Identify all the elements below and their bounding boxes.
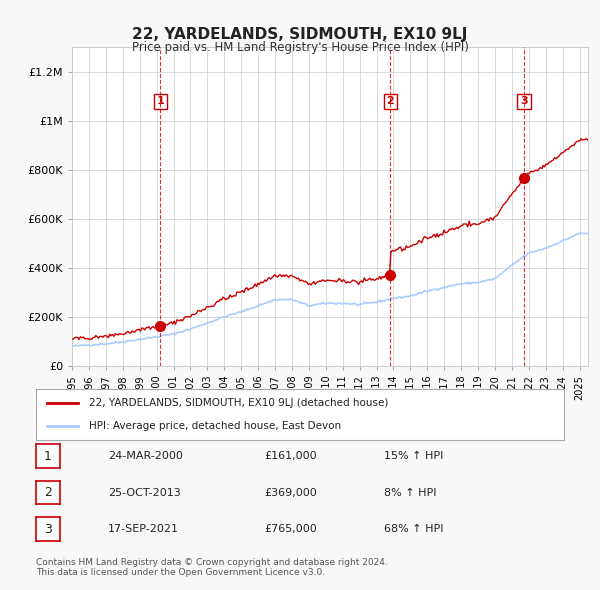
Text: 22, YARDELANDS, SIDMOUTH, EX10 9LJ (detached house): 22, YARDELANDS, SIDMOUTH, EX10 9LJ (deta…	[89, 398, 388, 408]
Text: 1: 1	[157, 96, 164, 106]
Text: 8% ↑ HPI: 8% ↑ HPI	[384, 488, 437, 497]
Text: 1: 1	[44, 450, 52, 463]
Text: 68% ↑ HPI: 68% ↑ HPI	[384, 525, 443, 534]
Text: £369,000: £369,000	[264, 488, 317, 497]
Text: 17-SEP-2021: 17-SEP-2021	[108, 525, 179, 534]
Text: 22, YARDELANDS, SIDMOUTH, EX10 9LJ: 22, YARDELANDS, SIDMOUTH, EX10 9LJ	[133, 27, 467, 41]
Text: Price paid vs. HM Land Registry's House Price Index (HPI): Price paid vs. HM Land Registry's House …	[131, 41, 469, 54]
Text: 2: 2	[44, 486, 52, 499]
Text: 24-MAR-2000: 24-MAR-2000	[108, 451, 183, 461]
Text: Contains HM Land Registry data © Crown copyright and database right 2024.
This d: Contains HM Land Registry data © Crown c…	[36, 558, 388, 577]
Text: 2: 2	[386, 96, 394, 106]
Text: £765,000: £765,000	[264, 525, 317, 534]
Text: 3: 3	[520, 96, 528, 106]
Text: 15% ↑ HPI: 15% ↑ HPI	[384, 451, 443, 461]
Text: £161,000: £161,000	[264, 451, 317, 461]
Text: HPI: Average price, detached house, East Devon: HPI: Average price, detached house, East…	[89, 421, 341, 431]
Text: 25-OCT-2013: 25-OCT-2013	[108, 488, 181, 497]
Text: 3: 3	[44, 523, 52, 536]
